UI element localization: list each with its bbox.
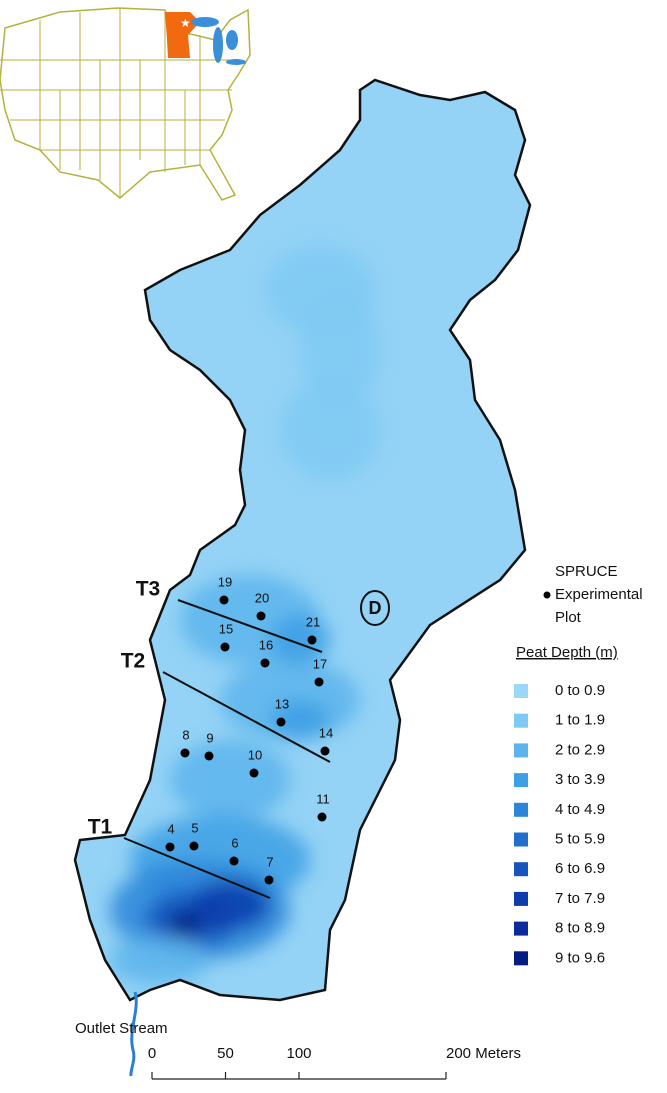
plot-label: 4 xyxy=(167,821,174,836)
plot-dot xyxy=(264,875,274,885)
legend-swatch xyxy=(514,921,528,936)
plot-label: 5 xyxy=(191,820,198,835)
legend-swatch xyxy=(514,862,528,877)
plot-dot xyxy=(307,635,317,645)
legend-label: 3 to 3.9 xyxy=(555,771,605,788)
plot-label: 13 xyxy=(275,696,289,711)
depth-shading xyxy=(110,245,380,985)
plot-label: 7 xyxy=(266,854,273,869)
legend-swatch xyxy=(514,832,528,847)
star: ★ xyxy=(180,16,191,30)
depth-zone xyxy=(170,740,290,820)
depth-zone xyxy=(300,290,380,410)
plot-label: 6 xyxy=(231,835,238,850)
plot-label: 21 xyxy=(306,614,320,629)
plot-label: 20 xyxy=(255,590,269,605)
plot-dot xyxy=(219,595,229,605)
plot-label: 17 xyxy=(313,656,327,671)
depth-zone xyxy=(110,935,210,985)
plot-dot xyxy=(260,658,270,668)
minnesota xyxy=(165,12,200,58)
scale-label: 200 Meters xyxy=(446,1045,521,1062)
legend-label: 6 to 6.9 xyxy=(555,860,605,877)
plot-dot xyxy=(249,768,259,778)
outlet-stream xyxy=(129,991,138,1077)
transect-line xyxy=(162,671,331,763)
legend-label: 2 to 2.9 xyxy=(555,741,605,758)
transect-line xyxy=(123,837,271,899)
legend-label: 1 to 1.9 xyxy=(555,712,605,729)
peat-map: T1 T2 T3 19 20 21 15 16 17 13 14 8 9 10 11 4 5 6 7 D xyxy=(73,78,532,1002)
plot-label: 15 xyxy=(219,621,233,636)
state-lines xyxy=(0,8,232,198)
transect-label: T2 xyxy=(121,650,146,673)
legend-label: 0 to 0.9 xyxy=(555,682,605,699)
plot-legend-text: Experimental xyxy=(555,586,643,603)
transect-label: T1 xyxy=(88,816,113,839)
plot-label: 11 xyxy=(316,791,330,806)
plot-dot xyxy=(189,841,199,851)
scale-label: 50 xyxy=(217,1045,234,1062)
plot-legend-text: Plot xyxy=(555,609,582,626)
plot-dot xyxy=(317,812,327,822)
legend-swatch xyxy=(514,951,528,966)
great-lakes xyxy=(191,17,246,65)
depth-zone xyxy=(270,700,330,740)
plot-label: 10 xyxy=(248,747,262,762)
legend-swatch xyxy=(514,802,528,817)
plot-dot xyxy=(204,751,214,761)
transect-line xyxy=(177,599,323,653)
legend-label: 9 to 9.6 xyxy=(555,949,605,966)
plot-legend-text: SPRUCE xyxy=(555,563,618,580)
legend-swatch xyxy=(514,891,528,906)
scale-label: 100 xyxy=(286,1045,311,1062)
depth-zone xyxy=(270,615,330,665)
legend-swatch xyxy=(514,713,528,728)
depth-zone xyxy=(167,911,203,939)
plot-dot xyxy=(229,856,239,866)
plot-label: 19 xyxy=(218,574,232,589)
plot-label: 8 xyxy=(182,727,189,742)
legend-title: Peat Depth (m) xyxy=(516,644,618,661)
plot-dot xyxy=(256,611,266,621)
stream-label: Outlet Stream xyxy=(75,1020,168,1037)
marker-label: D xyxy=(369,598,382,618)
plot-label: 14 xyxy=(319,725,333,740)
legend-label: 7 to 7.9 xyxy=(555,890,605,907)
plot-dot xyxy=(165,842,175,852)
plot-dot xyxy=(276,717,286,727)
legend-swatch xyxy=(514,684,528,698)
depth-blur xyxy=(110,245,380,985)
plot-dot xyxy=(320,746,330,756)
plot-legend-dot xyxy=(543,591,551,599)
bog-outline xyxy=(73,78,532,1002)
transect-label: T3 xyxy=(136,578,161,601)
marker-ring xyxy=(360,590,390,626)
depth-zone xyxy=(280,380,380,480)
plot-label: 16 xyxy=(259,637,273,652)
legend-label: 8 to 8.9 xyxy=(555,920,605,937)
plot-dot xyxy=(180,748,190,758)
plot-dot xyxy=(220,642,230,652)
plot-dot xyxy=(314,677,324,687)
legend-label: 4 to 4.9 xyxy=(555,801,605,818)
depth-zone xyxy=(190,880,270,930)
plot-label: 9 xyxy=(206,730,213,745)
legend-swatch xyxy=(514,743,528,758)
legend-label: 5 to 5.9 xyxy=(555,830,605,847)
legend-swatch xyxy=(514,773,528,788)
scale-label: 0 xyxy=(148,1045,156,1062)
locator-inset: ★ xyxy=(0,0,251,205)
